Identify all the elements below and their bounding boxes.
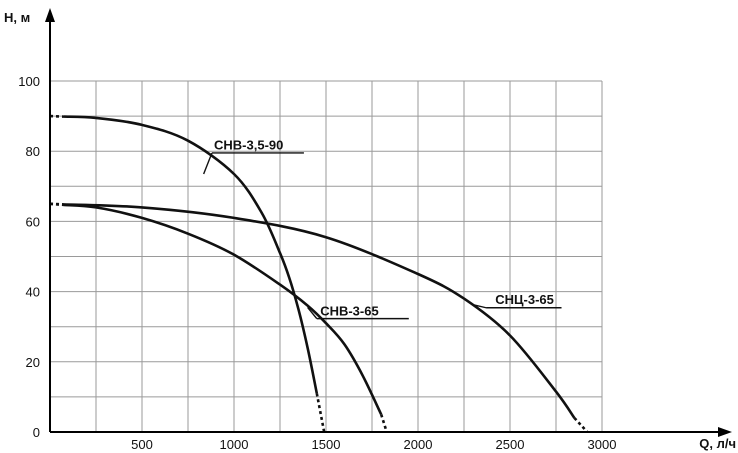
curve-label-leader — [307, 306, 318, 320]
curve-label: СНВ-3,5-90 — [214, 137, 283, 152]
x-tick-label: 2000 — [404, 437, 433, 452]
y-tick-label: 60 — [26, 214, 40, 229]
x-tick-label: 500 — [131, 437, 153, 452]
y-tick-label: 40 — [26, 285, 40, 300]
y-tick-label: 20 — [26, 355, 40, 370]
curve-end-dash — [315, 393, 326, 433]
x-tick-labels: 500 1000 1500 2000 2500 3000 — [131, 437, 616, 452]
y-axis-label: H, м — [4, 10, 30, 25]
y-tick-labels: 0 20 40 60 80 100 — [18, 74, 40, 440]
curve-label: СНВ-3-65 — [320, 303, 379, 318]
dashed-segments — [49, 114, 589, 433]
y-tick-label: 80 — [26, 144, 40, 159]
y-tick-label: 100 — [18, 74, 40, 89]
curve-start-dash — [49, 202, 65, 206]
y-axis-arrow — [45, 8, 55, 22]
curve-labels: СНВ-3,5-90 СНВ-3-65 СНЦ-3-65 — [202, 137, 562, 320]
x-tick-label: 3000 — [588, 437, 617, 452]
grid — [50, 80, 603, 432]
curves — [63, 115, 576, 419]
x-axis-arrow — [718, 427, 732, 437]
x-axis-label: Q, л/ч — [699, 436, 736, 451]
x-tick-label: 1000 — [220, 437, 249, 452]
x-tick-label: 2500 — [496, 437, 525, 452]
curve-line — [63, 203, 383, 415]
curve-label-leader — [202, 152, 213, 175]
curve-end-dash — [379, 414, 388, 433]
curve-line — [63, 203, 576, 419]
curve-start-dash — [49, 114, 65, 118]
x-tick-label: 1500 — [312, 437, 341, 452]
curve-label: СНЦ-3-65 — [495, 292, 554, 307]
curve-line — [63, 115, 319, 394]
y-tick-label: 0 — [33, 425, 40, 440]
curve-label-leader — [473, 304, 487, 309]
curve-end-dash — [573, 417, 589, 433]
